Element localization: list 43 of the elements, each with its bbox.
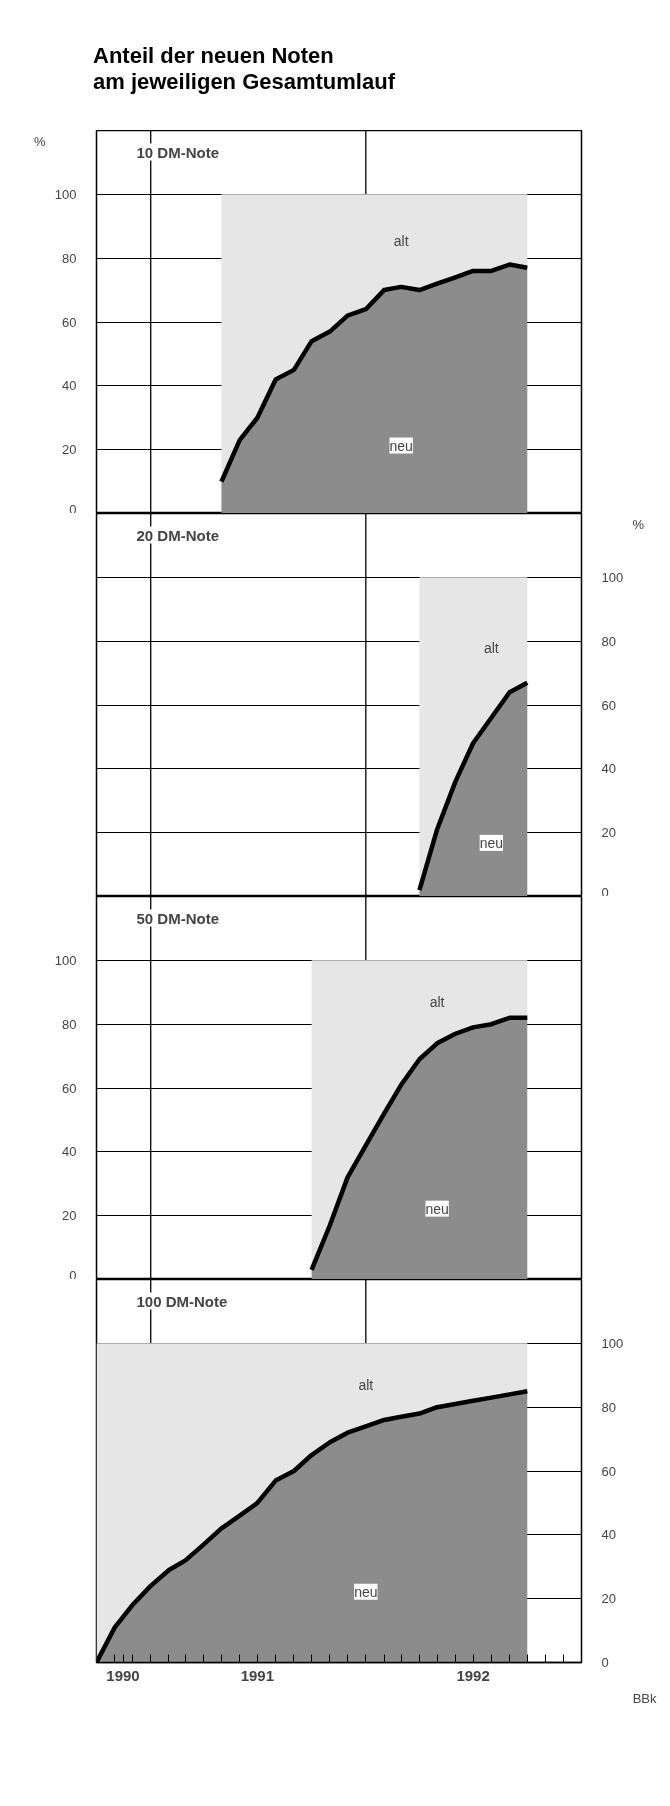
text: 100 DM-Note [136,1292,228,1310]
series-label: alt [393,232,409,249]
y-tick-label: 0 [69,1267,77,1283]
y-tick-label: 100 [54,952,77,968]
y2-tick-label: 20 [601,825,616,841]
y2-tick-label: 80 [601,1399,616,1415]
y-tick-label: 80 [62,1016,77,1032]
y-tick-label: 40 [62,378,77,394]
y2-tick-label: 80 [601,633,616,649]
text: 10 DM-Note [136,143,220,161]
y-tick-label: 40 [62,1144,77,1160]
y-tick-label: 20 [62,1208,77,1224]
y-axis-title: % [33,134,46,150]
y2-tick-label: 0 [601,1655,609,1670]
x-tick-label: 1991 [240,1666,275,1684]
y2-axis-title: % [632,517,645,533]
text: 50 DM-Note [136,909,220,927]
series-label: alt [483,639,499,656]
y-tick-label: 100 [54,186,77,202]
y2-tick-label: 40 [601,1527,616,1543]
y-tick-label: 60 [62,314,77,330]
text: 20 DM-Note [136,526,220,544]
y2-tick-label: 100 [601,1335,624,1351]
y2-tick-label: 100 [601,569,624,585]
y-tick-label: 20 [62,442,77,458]
x-tick-label: 1990 [106,1666,140,1684]
series-label: neu [425,1200,449,1217]
y2-tick-label: 40 [601,761,616,777]
y2-tick-label: 60 [601,1463,616,1479]
series-label: alt [358,1376,374,1393]
y2-tick-label: 60 [601,697,616,713]
series-label: neu [389,437,413,454]
series-label: alt [429,993,445,1010]
series-label: neu [354,1583,378,1600]
y2-tick-label: 0 [601,884,609,900]
series-label: neu [479,834,504,851]
y2-tick-label: 20 [601,1591,616,1607]
y-tick-label: 60 [62,1080,77,1096]
y-tick-label: 0 [69,501,77,517]
y-tick-label: 80 [62,250,77,266]
text: BBk [632,1690,657,1706]
x-tick-label: 1992 [456,1666,490,1684]
chart-title: Anteil der neuen Noten am jeweiligen Gesamtumlauf [93,43,395,96]
